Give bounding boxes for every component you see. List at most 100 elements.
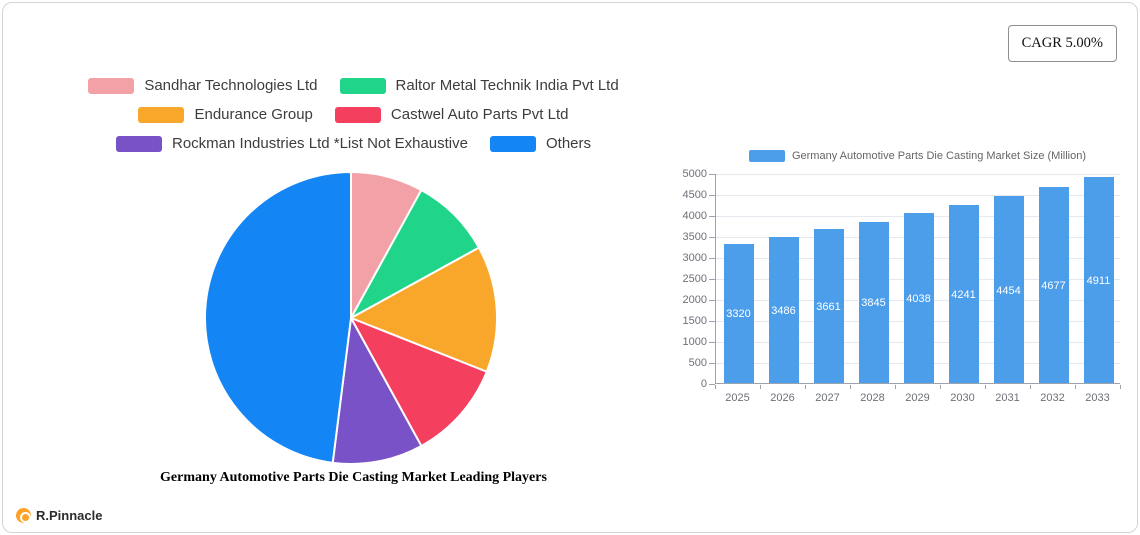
legend-swatch — [339, 77, 386, 94]
y-axis-tick — [709, 321, 715, 322]
x-axis-tick — [940, 385, 941, 389]
legend-row: Rockman Industries Ltd *List Not Exhaust… — [116, 135, 591, 152]
y-axis-tick — [709, 174, 715, 175]
x-axis-tick-label: 2029 — [905, 392, 930, 404]
legend-label: Castwel Auto Parts Pvt Ltd — [390, 106, 569, 123]
x-axis-tick — [760, 385, 761, 389]
bar-value-label: 4911 — [1086, 274, 1111, 287]
legend-label: Sandhar Technologies Ltd — [144, 77, 318, 94]
bar-value-label: 4677 — [1041, 279, 1066, 292]
bar-legend-swatch — [748, 150, 785, 162]
x-axis-tick-label: 2032 — [1040, 392, 1065, 404]
bar-2025 — [723, 243, 754, 383]
y-axis-tick-label: 3000 — [682, 252, 707, 264]
pie-chart-title: Germany Automotive Parts Die Casting Mar… — [160, 470, 547, 485]
legend-row: Sandhar Technologies Ltd Raltor Metal Tec… — [88, 77, 619, 94]
y-axis-tick — [709, 384, 715, 385]
x-axis-tick-label: 2033 — [1085, 392, 1110, 404]
legend-swatch — [334, 106, 381, 123]
x-axis-tick — [895, 385, 896, 389]
y-axis-tick — [709, 363, 715, 364]
y-axis-tick-label: 1000 — [682, 336, 707, 348]
legend-item[interactable]: Raltor Metal Technik India Pvt Ltd — [339, 77, 619, 94]
bar-2027 — [813, 229, 844, 383]
y-axis-tick — [709, 342, 715, 343]
bar-2028 — [858, 221, 889, 383]
pie-slice-4[interactable] — [331, 317, 423, 466]
bar-2026 — [768, 236, 799, 383]
legend-swatch — [88, 77, 135, 94]
bar-value-label: 3661 — [816, 301, 841, 314]
y-axis-tick — [709, 279, 715, 280]
bar-value-label: 4038 — [906, 293, 931, 306]
pie-legend: Sandhar Technologies Ltd Raltor Metal Tec… — [31, 77, 676, 152]
gridline — [716, 195, 1120, 196]
bar-2032 — [1038, 186, 1069, 383]
legend-row: Endurance Group Castwel Auto Parts Pvt Lt… — [138, 106, 569, 123]
y-axis-tick-label: 4500 — [682, 189, 707, 201]
x-axis-tick — [1075, 385, 1076, 389]
pie-slice-1[interactable] — [350, 189, 480, 319]
legend-item[interactable]: Endurance Group — [138, 106, 313, 123]
legend-label: Rockman Industries Ltd *List Not Exhaust… — [172, 135, 468, 152]
y-axis-tick — [709, 216, 715, 217]
bar-chart: Germany Automotive Parts Die Casting Mar… — [663, 148, 1135, 420]
brand-logo-icon — [16, 508, 31, 523]
pie-slice-2[interactable] — [350, 246, 498, 373]
legend-item[interactable]: Others — [489, 135, 591, 152]
bar-2030 — [948, 204, 979, 383]
y-axis-tick — [709, 300, 715, 301]
bar-value-label: 4454 — [996, 284, 1021, 297]
bar-legend-label: Germany Automotive Parts Die Casting Mar… — [791, 150, 1087, 162]
brand-logo: R.Pinnacle — [16, 508, 102, 523]
bar-value-label: 3320 — [726, 308, 751, 321]
bar-2033 — [1083, 176, 1114, 383]
legend-label: Endurance Group — [194, 106, 313, 123]
legend-label: Others — [545, 135, 591, 152]
x-axis-tick — [985, 385, 986, 389]
bar-2029 — [903, 213, 934, 383]
pie-chart — [203, 171, 498, 466]
legend-item[interactable]: Rockman Industries Ltd *List Not Exhaust… — [116, 135, 468, 152]
x-axis-tick — [1030, 385, 1031, 389]
legend-label: Raltor Metal Technik India Pvt Ltd — [395, 77, 619, 94]
x-axis-tick-label: 2030 — [950, 392, 975, 404]
y-axis-tick-label: 4000 — [682, 210, 707, 222]
pie-slice-3[interactable] — [350, 317, 488, 447]
y-axis-tick-label: 2500 — [682, 273, 707, 285]
bar-value-label: 4241 — [951, 288, 976, 301]
x-axis-tick — [850, 385, 851, 389]
legend-swatch — [116, 135, 162, 152]
x-axis-tick-label: 2027 — [815, 392, 840, 404]
legend-swatch — [489, 135, 536, 152]
x-axis-tick-label: 2025 — [725, 392, 750, 404]
y-axis-tick-label: 0 — [700, 378, 707, 390]
gridline — [716, 174, 1120, 175]
x-axis-tick — [805, 385, 806, 389]
y-axis-tick-label: 3500 — [682, 231, 707, 243]
x-axis-tick-label: 2028 — [860, 392, 885, 404]
y-axis-tick — [709, 195, 715, 196]
y-axis-tick-label: 2000 — [682, 294, 707, 306]
y-axis-tick-label: 500 — [688, 357, 707, 369]
bar-plot-area: 3320 3486 3661 3845 4038 4241 4454 4677 4911 — [715, 174, 1120, 384]
y-axis-tick-label: 5000 — [682, 168, 707, 180]
y-axis-tick — [709, 258, 715, 259]
y-axis-tick — [709, 237, 715, 238]
bar-value-label: 3486 — [771, 304, 796, 317]
cagr-badge: CAGR 5.00% — [1007, 25, 1117, 62]
legend-item[interactable]: Sandhar Technologies Ltd — [88, 77, 318, 94]
bar-2031 — [993, 195, 1024, 383]
brand-name: R.Pinnacle — [36, 508, 103, 523]
pie-slice-5[interactable] — [203, 171, 352, 464]
legend-item[interactable]: Castwel Auto Parts Pvt Ltd — [334, 106, 569, 123]
bar-legend[interactable]: Germany Automotive Parts Die Casting Mar… — [715, 150, 1120, 162]
y-axis-tick-label: 1500 — [682, 315, 707, 327]
x-axis-tick — [715, 385, 716, 389]
legend-swatch — [138, 106, 185, 123]
cagr-label: CAGR 5.00% — [1021, 35, 1103, 51]
x-axis-tick — [1120, 385, 1121, 389]
bar-value-label: 3845 — [861, 297, 886, 310]
x-axis-tick-label: 2026 — [770, 392, 795, 404]
